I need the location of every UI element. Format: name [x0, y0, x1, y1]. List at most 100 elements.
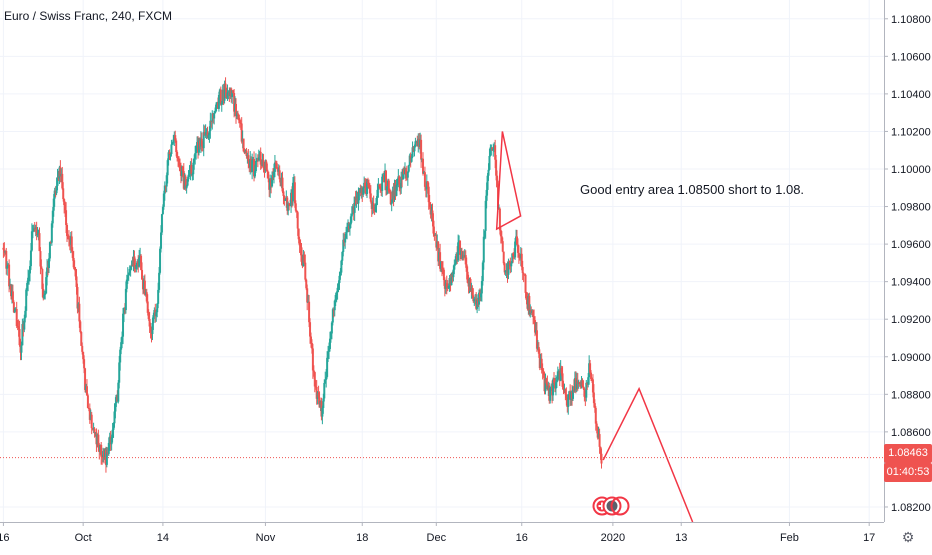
candle	[78, 303, 81, 322]
candle	[180, 166, 183, 176]
candle	[487, 169, 490, 176]
triangle-drawing[interactable]	[495, 131, 522, 231]
candle	[29, 250, 32, 267]
candle	[48, 242, 51, 259]
candle	[521, 267, 524, 274]
candle	[295, 210, 298, 213]
time-tick-label: Dec	[427, 532, 447, 544]
price-tick-label: 1.10400	[891, 89, 931, 101]
candle	[140, 255, 143, 270]
candle	[41, 268, 44, 289]
candle	[15, 309, 18, 327]
text-annotation[interactable]: Good entry area 1.08500 short to 1.08.	[580, 182, 805, 197]
candle	[410, 157, 413, 162]
candle	[305, 279, 308, 289]
candle	[522, 273, 525, 275]
candles-layer	[2, 77, 603, 473]
candle	[247, 155, 250, 162]
candle	[387, 180, 390, 192]
candle	[284, 199, 287, 201]
candle	[17, 327, 20, 330]
candle	[257, 157, 260, 161]
candle	[168, 152, 171, 155]
candle	[442, 269, 445, 281]
candle	[439, 252, 442, 269]
candle	[481, 262, 484, 282]
candle	[362, 187, 365, 195]
candle	[202, 132, 205, 149]
candle	[149, 326, 152, 332]
candle	[84, 368, 87, 390]
candle	[327, 351, 330, 358]
candle	[594, 407, 597, 424]
candle	[217, 94, 220, 109]
candle	[129, 266, 132, 270]
candle	[160, 232, 163, 249]
candle	[441, 261, 443, 270]
candle	[107, 442, 110, 454]
candle	[273, 162, 276, 172]
candle	[400, 176, 403, 189]
candle	[50, 223, 53, 243]
candle	[503, 263, 506, 273]
forecast-path-drawing[interactable]	[602, 386, 694, 523]
candle	[28, 266, 31, 274]
candle	[587, 377, 590, 385]
candle	[254, 160, 257, 171]
candle	[348, 224, 351, 229]
candle	[312, 370, 315, 373]
candle	[56, 177, 59, 186]
candle	[501, 241, 504, 252]
candle	[276, 167, 279, 172]
candle	[79, 321, 82, 333]
candle	[335, 292, 338, 295]
time-tick-label: 14	[157, 532, 169, 544]
candle	[36, 234, 39, 236]
candle	[321, 408, 324, 417]
candle	[63, 199, 66, 206]
candle	[219, 89, 222, 105]
candle	[171, 142, 174, 145]
candle	[472, 295, 475, 302]
candle	[498, 208, 501, 231]
candle	[42, 288, 45, 299]
price-tick-label: 1.09200	[891, 314, 931, 326]
candle	[169, 154, 172, 156]
candle	[275, 163, 278, 168]
candle	[283, 196, 286, 201]
price-tick-label: 1.10000	[891, 164, 931, 176]
candle	[310, 343, 313, 349]
candle	[2, 247, 5, 250]
candle	[422, 158, 425, 174]
candle	[192, 162, 195, 175]
candle	[147, 312, 150, 320]
event-flag-icon[interactable]	[610, 496, 630, 516]
candle	[515, 236, 518, 245]
settings-gear-icon[interactable]: ⚙	[902, 529, 915, 545]
candle	[156, 303, 159, 313]
candle	[592, 392, 595, 404]
candle	[251, 160, 254, 173]
candle	[43, 294, 46, 299]
candle	[471, 287, 474, 296]
candle	[177, 157, 180, 160]
candle	[492, 148, 495, 151]
candle	[346, 229, 349, 232]
candle	[204, 132, 207, 136]
candle	[500, 236, 503, 242]
candle	[466, 271, 469, 283]
candle	[126, 275, 129, 280]
candle	[473, 298, 476, 302]
candle	[20, 345, 23, 353]
candle	[300, 247, 303, 262]
candle	[191, 174, 194, 176]
candle	[125, 279, 128, 289]
event-icons[interactable]	[592, 496, 634, 516]
candle	[13, 309, 16, 313]
symbol-title[interactable]: Euro / Swiss Franc, 240, FXCM	[4, 9, 173, 23]
candle	[589, 363, 592, 373]
candle	[55, 185, 58, 194]
candle	[512, 253, 515, 257]
